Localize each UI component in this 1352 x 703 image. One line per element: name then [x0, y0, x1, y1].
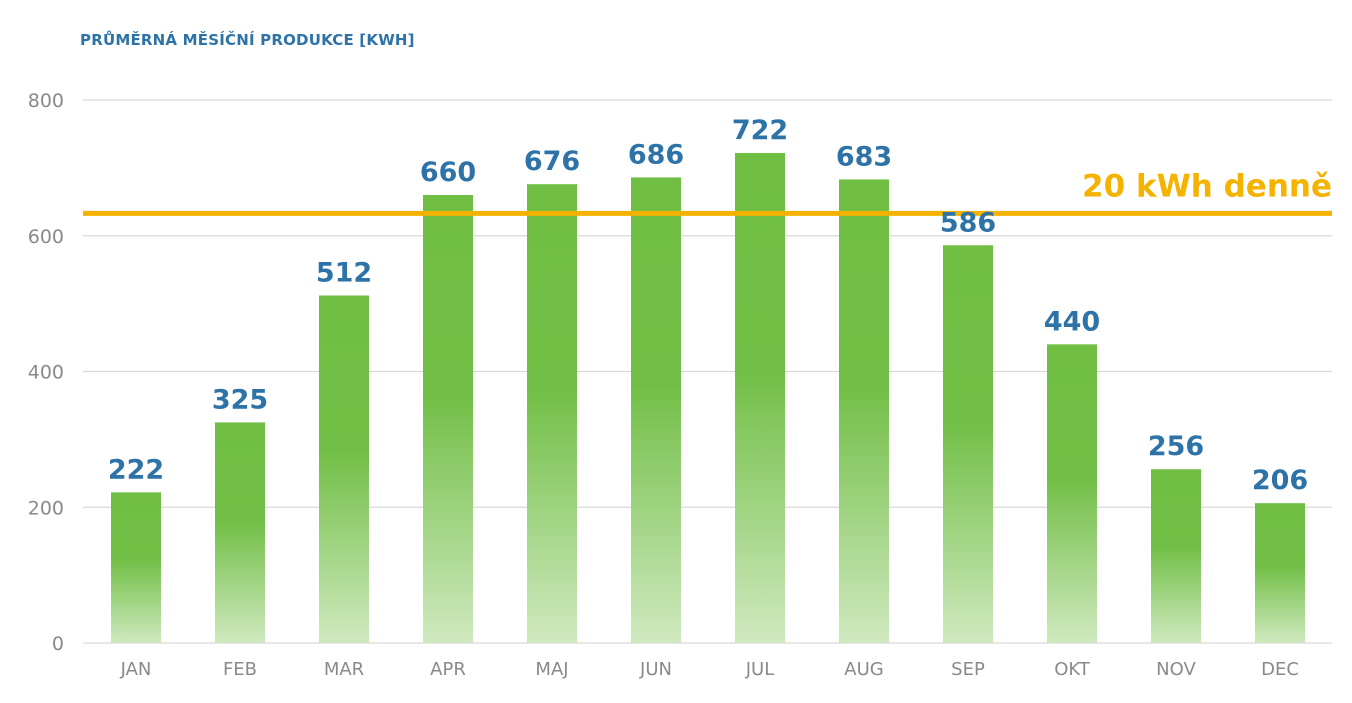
data-labels: 222 325 512 660 676 686 722 683 586 440 256 206	[108, 115, 1308, 496]
x-tick-label-dec: DEC	[1261, 659, 1299, 680]
bar-dec	[1255, 503, 1305, 643]
bar-maj	[527, 184, 577, 644]
x-tick-label-feb: FEB	[223, 659, 257, 680]
bar-nov	[1151, 469, 1201, 643]
x-tick-label-jun: JUN	[639, 659, 672, 680]
x-tick-label-jul: JUL	[745, 659, 775, 680]
x-tick-label-nov: NOV	[1156, 659, 1196, 680]
y-tick-label-800: 800	[28, 90, 64, 112]
x-tick-label-aug: AUG	[844, 659, 883, 680]
bar-feb	[215, 422, 265, 643]
grid-lines	[83, 99, 1332, 644]
x-tick-label-maj: MAJ	[535, 659, 568, 680]
x-tick-label-mar: MAR	[324, 659, 364, 680]
y-tick-label-200: 200	[28, 497, 64, 519]
data-label-jul: 722	[732, 115, 788, 146]
bar-aug	[839, 179, 889, 643]
x-tick-label-apr: APR	[430, 659, 466, 680]
y-tick-label-0: 0	[52, 633, 64, 655]
data-label-aug: 683	[836, 141, 892, 172]
bar-jun	[631, 177, 681, 643]
x-axis-categories: JAN FEB MAR APR MAJ JUN JUL AUG SEP OKT NOV DEC	[120, 659, 1299, 680]
reference-line-label: 20 kWh denně	[1082, 168, 1332, 204]
x-tick-label-sep: SEP	[951, 659, 985, 680]
data-label-okt: 440	[1044, 306, 1100, 337]
data-label-mar: 512	[316, 257, 372, 288]
data-label-maj: 676	[524, 146, 580, 177]
data-label-nov: 256	[1148, 431, 1204, 462]
data-label-apr: 660	[420, 157, 476, 188]
bar-apr	[423, 195, 473, 643]
reference-line-group: 20 kWh denně	[83, 168, 1332, 216]
y-axis-ticks: 0 200 400 600 800	[28, 90, 64, 655]
y-tick-label-400: 400	[28, 362, 64, 384]
bar-mar	[319, 295, 369, 643]
y-tick-label-600: 600	[28, 226, 64, 248]
bar-jan	[111, 492, 161, 643]
bars	[111, 152, 1305, 644]
data-label-feb: 325	[212, 384, 268, 415]
bar-jul	[735, 152, 785, 643]
data-label-sep: 586	[940, 207, 996, 238]
bar-sep	[943, 245, 993, 643]
data-label-jan: 222	[108, 454, 164, 485]
chart-title: PRŮMĚRNÁ MĚSÍČNÍ PRODUKCE [KWH]	[80, 31, 415, 49]
data-label-jun: 686	[628, 139, 684, 170]
x-tick-label-jan: JAN	[120, 659, 152, 680]
bar-okt	[1047, 344, 1097, 643]
data-label-dec: 206	[1252, 465, 1308, 496]
x-tick-label-okt: OKT	[1054, 659, 1091, 680]
